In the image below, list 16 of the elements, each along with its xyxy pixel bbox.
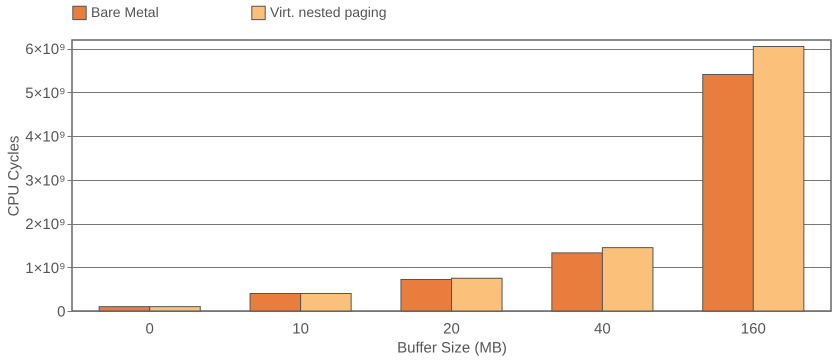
y-tick-label: 1×10⁹ [25, 260, 66, 277]
x-tick-label: 0 [146, 320, 154, 338]
y-tick-label: 6×10⁹ [25, 41, 66, 58]
legend-label: Virt. nested paging [270, 4, 386, 20]
x-axis-title: Buffer Size (MB) [397, 340, 507, 356]
y-tick-label: 0 [57, 304, 66, 320]
x-tick-label: 40 [594, 320, 611, 338]
y-axis-title: CPU Cycles [5, 136, 22, 216]
x-tick-label: 20 [443, 320, 460, 338]
legend-label: Bare Metal [91, 4, 159, 20]
y-tick-label: 5×10⁹ [25, 84, 66, 102]
y-tick-label: 3×10⁹ [25, 172, 66, 190]
y-tick-label: 2×10⁹ [25, 216, 66, 234]
x-tick-label: 160 [740, 320, 766, 338]
y-tick-label: 4×10⁹ [25, 128, 66, 146]
x-tick-label: 10 [292, 320, 309, 338]
